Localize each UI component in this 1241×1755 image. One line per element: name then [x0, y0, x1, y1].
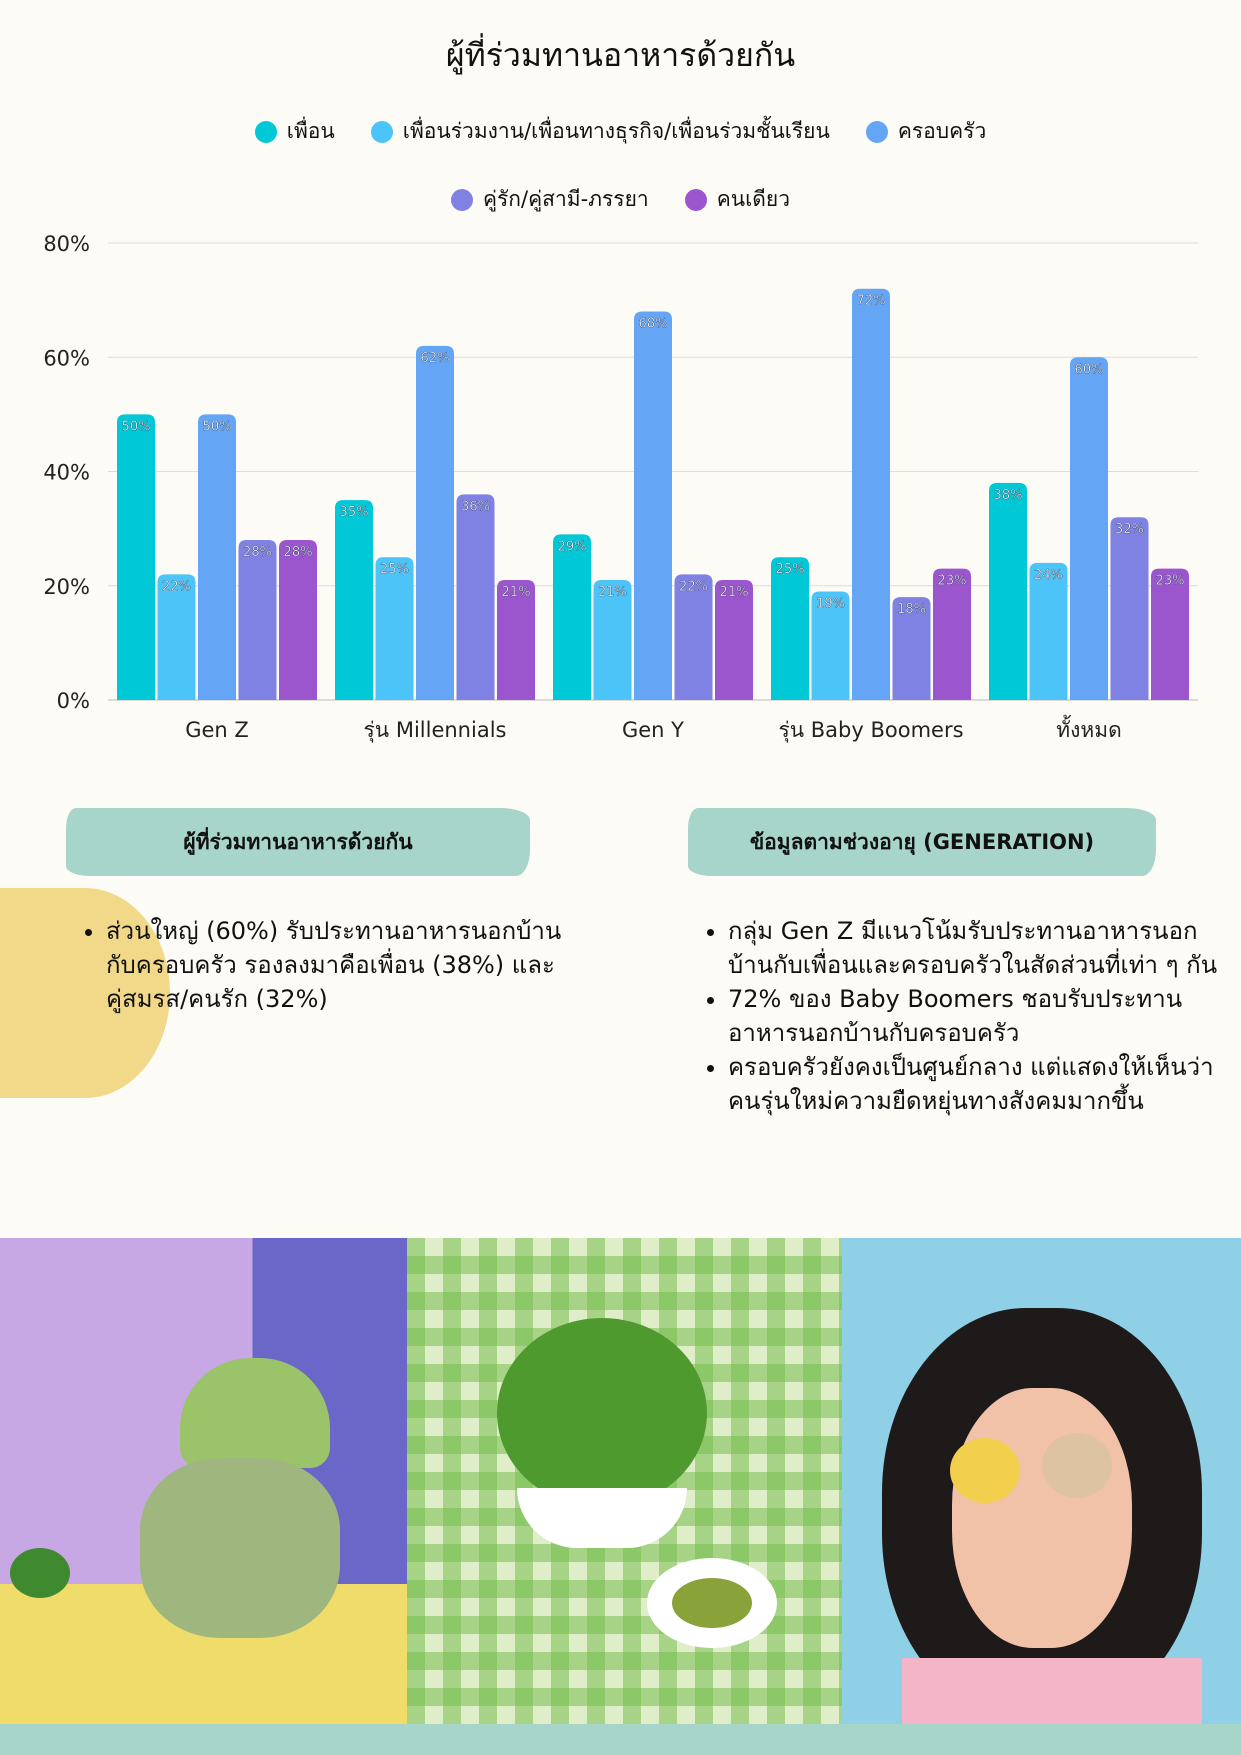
bar[interactable] [497, 580, 535, 700]
bar[interactable] [375, 557, 414, 700]
data-label: 68% [639, 317, 668, 332]
data-label: 22% [679, 579, 708, 594]
bar[interactable] [634, 311, 672, 700]
legend-label: คู่รัก/คู่สามี-ภรรยา [482, 187, 649, 211]
bullet-item: ส่วนใหญ่ (60%) รับประทานอาหารนอกบ้านกับค… [106, 914, 566, 1016]
data-label: 21% [720, 585, 749, 600]
data-label: 32% [1115, 522, 1144, 537]
bar[interactable] [238, 540, 277, 700]
data-label: 72% [857, 294, 886, 309]
y-tick-label: 80% [43, 232, 90, 256]
x-tick-label: Gen Y [622, 718, 684, 742]
legend-dot-icon [684, 188, 707, 211]
bar[interactable] [1029, 562, 1068, 700]
bullet-item: ครอบครัวยังคงเป็นศูนย์กลาง แต่แสดงให้เห็… [728, 1050, 1228, 1118]
photo-matcha-dessert [407, 1238, 842, 1724]
data-label: 18% [897, 602, 926, 617]
y-tick-label: 0% [57, 689, 90, 713]
data-label: 50% [122, 419, 151, 434]
legend-label: คนเดียว [716, 187, 791, 211]
x-tick-label: ทั้งหมด [1056, 715, 1121, 742]
data-label: 19% [816, 596, 845, 611]
x-tick-label: Gen Z [185, 718, 249, 742]
legend-row-1: เพื่อน เพื่อนร่วมงาน/เพื่อนทางธุรกิจ/เพื… [20, 115, 1221, 148]
photo-woman-eating [0, 1238, 407, 1724]
bar[interactable] [117, 414, 155, 700]
data-label: 23% [1156, 574, 1185, 589]
data-label: 60% [1075, 362, 1104, 377]
chart-title: ผู้ที่ร่วมทานอาหารด้วยกัน [445, 36, 796, 74]
bar[interactable] [279, 540, 317, 700]
legend-label: เพื่อน [286, 119, 335, 143]
legend-item[interactable]: เพื่อน [254, 115, 335, 148]
data-label: 23% [938, 574, 967, 589]
legend-item[interactable]: คู่รัก/คู่สามี-ภรรยา [450, 183, 649, 216]
footer-strip [0, 1724, 1241, 1755]
bar[interactable] [933, 568, 971, 700]
bar[interactable] [198, 414, 236, 700]
bar[interactable] [674, 574, 713, 700]
bar[interactable] [1110, 517, 1149, 700]
data-label: 28% [284, 545, 313, 560]
x-tick-label: รุ่น Baby Boomers [778, 718, 963, 743]
legend-dot-icon [865, 120, 888, 143]
y-tick-label: 20% [43, 575, 90, 599]
bar[interactable] [335, 500, 373, 700]
bar[interactable] [715, 580, 753, 700]
data-label: 25% [380, 562, 409, 577]
legend-label: ครอบครัว [897, 119, 987, 143]
x-tick-label: รุ่น Millennials [364, 718, 507, 743]
data-label: 38% [994, 488, 1023, 503]
data-label: 24% [1034, 568, 1063, 583]
left-section-heading: ผู้ที่ร่วมทานอาหารด้วยกัน [66, 808, 530, 876]
left-bullets: ส่วนใหญ่ (60%) รับประทานอาหารนอกบ้านกับค… [78, 914, 566, 1016]
legend-dot-icon [450, 188, 473, 211]
data-label: 62% [421, 351, 450, 366]
bar[interactable] [811, 591, 850, 700]
data-label: 21% [502, 585, 531, 600]
bar[interactable] [416, 345, 454, 700]
bar-chart: 0% 20% 40% 60% 80% 50% 22% 50% 28% 28% Gen Z 35% 25%… [43, 232, 1198, 743]
data-label: 28% [243, 545, 272, 560]
photo-woman-smiling [842, 1238, 1241, 1724]
data-label: 21% [598, 585, 627, 600]
bar[interactable] [1151, 568, 1189, 700]
bar[interactable] [157, 574, 196, 700]
bar[interactable] [989, 482, 1027, 700]
bar[interactable] [456, 494, 495, 700]
data-label: 22% [162, 579, 191, 594]
data-label: 50% [203, 419, 232, 434]
legend-dot-icon [370, 120, 393, 143]
bar[interactable] [852, 288, 890, 700]
legend-item[interactable]: ครอบครัว [865, 115, 987, 148]
right-bullets: กลุ่ม Gen Z มีแนวโน้มรับประทานอาหารนอกบ้… [700, 914, 1228, 1118]
bar[interactable] [593, 580, 632, 700]
legend-label: เพื่อนร่วมงาน/เพื่อนทางธุรกิจ/เพื่อนร่วม… [402, 119, 830, 143]
right-section-heading: ข้อมูลตามช่วงอายุ (GENERATION) [688, 808, 1156, 876]
y-tick-label: 60% [43, 346, 90, 370]
bar[interactable] [892, 597, 931, 700]
data-label: 36% [461, 499, 490, 514]
bullet-item: 72% ของ Baby Boomers ชอบรับประทานอาหารนอ… [728, 982, 1228, 1050]
bar[interactable] [771, 557, 809, 700]
bar[interactable] [553, 534, 591, 700]
legend-dot-icon [254, 120, 277, 143]
data-label: 35% [340, 505, 369, 520]
bullet-item: กลุ่ม Gen Z มีแนวโน้มรับประทานอาหารนอกบ้… [728, 914, 1228, 982]
legend-item[interactable]: คนเดียว [684, 183, 791, 216]
decorative-circle [0, 888, 170, 1098]
y-tick-label: 40% [43, 461, 90, 485]
data-label: 25% [776, 562, 805, 577]
data-label: 29% [558, 539, 587, 554]
bar[interactable] [1070, 357, 1108, 700]
legend-item[interactable]: เพื่อนร่วมงาน/เพื่อนทางธุรกิจ/เพื่อนร่วม… [370, 115, 830, 148]
legend-row-2: คู่รัก/คู่สามี-ภรรยา คนเดียว [20, 183, 1221, 216]
